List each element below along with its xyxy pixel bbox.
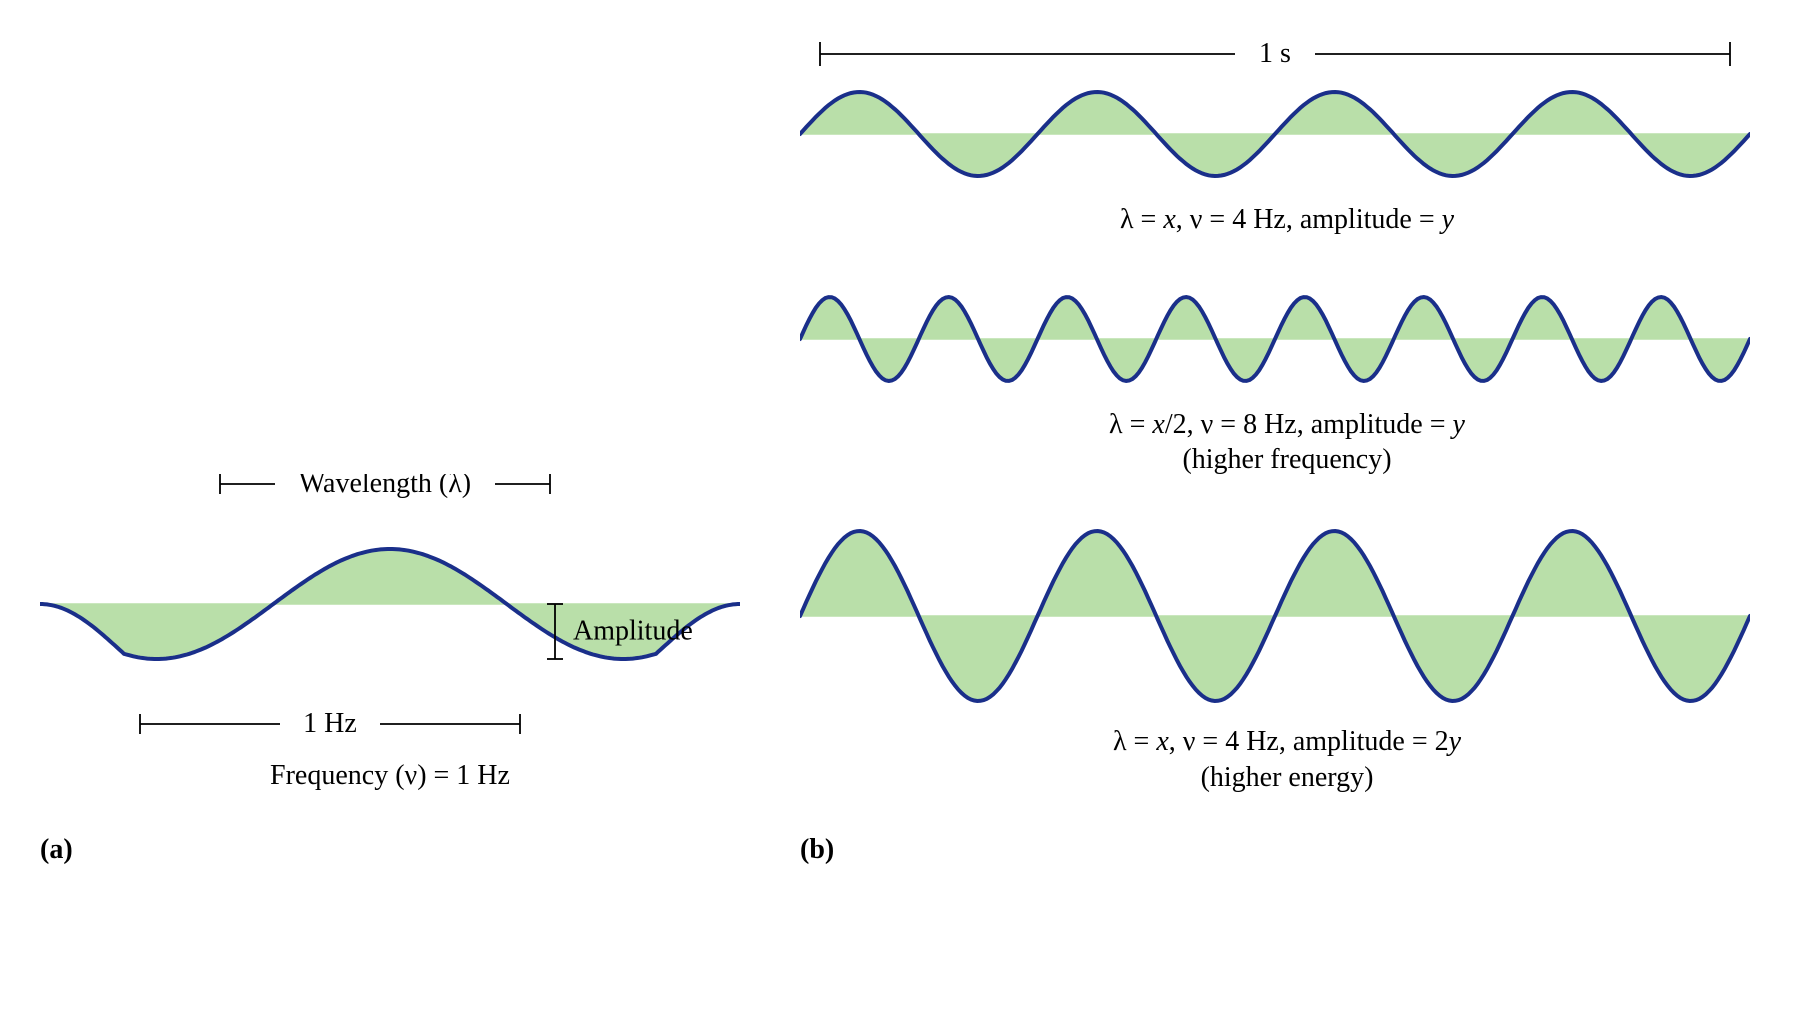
panel-a-label: (a) [40, 834, 740, 866]
svg-text:Wavelength (λ): Wavelength (λ) [299, 474, 471, 499]
wave-0-caption: λ = x, ν = 4 Hz, amplitude = y [800, 200, 1774, 239]
wave-0: λ = x, ν = 4 Hz, amplitude = y [800, 74, 1774, 239]
time-bracket: 1 s [800, 40, 1750, 74]
wave-2-caption: λ = x, ν = 4 Hz, amplitude = 2y [800, 722, 1774, 761]
svg-text:Amplitude: Amplitude [573, 615, 693, 646]
panel-b-figure: 1 s λ = x, ν = 4 Hz, amplitude = y λ = x/2… [800, 40, 1774, 794]
wave-1: λ = x/2, ν = 8 Hz, amplitude = y(higher … [800, 279, 1774, 476]
panel-a-figure: Wavelength (λ) Amplitude 1 Hz Frequency (ν)… [40, 474, 740, 814]
wave-2: λ = x, ν = 4 Hz, amplitude = 2y(higher e… [800, 516, 1774, 793]
wave-0-svg [800, 74, 1750, 194]
panel-a-svg: Wavelength (λ) Amplitude 1 Hz Frequency (ν)… [40, 474, 740, 814]
svg-text:1 Hz: 1 Hz [303, 708, 357, 739]
wave-1-subcaption: (higher frequency) [800, 444, 1774, 476]
svg-text:1 s: 1 s [1259, 40, 1291, 69]
wave-1-caption: λ = x/2, ν = 8 Hz, amplitude = y [800, 405, 1774, 444]
wave-2-svg [800, 516, 1750, 716]
wave-1-svg [800, 279, 1750, 399]
diagram-container: Wavelength (λ) Amplitude 1 Hz Frequency (ν)… [40, 40, 1774, 866]
panel-a: Wavelength (λ) Amplitude 1 Hz Frequency (ν)… [40, 474, 740, 866]
panel-b-label: (b) [800, 834, 1774, 866]
wave-2-subcaption: (higher energy) [800, 762, 1774, 794]
svg-text:Frequency (ν) = 1 Hz: Frequency (ν) = 1 Hz [270, 760, 510, 791]
panel-b: 1 s λ = x, ν = 4 Hz, amplitude = y λ = x/2… [800, 40, 1774, 866]
